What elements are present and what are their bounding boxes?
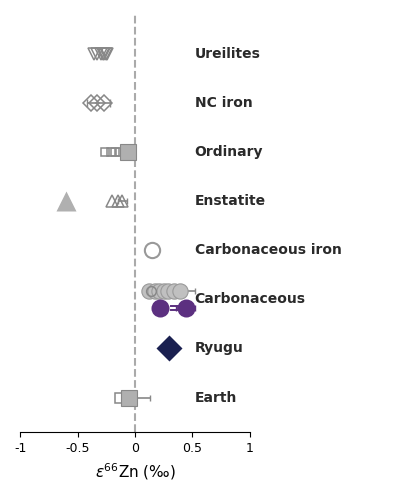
X-axis label: $\varepsilon^{66}$Zn (‰): $\varepsilon^{66}$Zn (‰)	[95, 462, 175, 480]
Text: Ordinary: Ordinary	[195, 145, 263, 159]
Text: Ureilites: Ureilites	[195, 47, 261, 60]
Text: Carbonaceous iron: Carbonaceous iron	[195, 243, 342, 257]
Text: Carbonaceous: Carbonaceous	[195, 292, 306, 306]
Text: Ryugu: Ryugu	[195, 341, 243, 356]
Text: NC iron: NC iron	[195, 96, 253, 110]
Text: Enstatite: Enstatite	[195, 194, 266, 208]
Text: Earth: Earth	[195, 391, 237, 405]
